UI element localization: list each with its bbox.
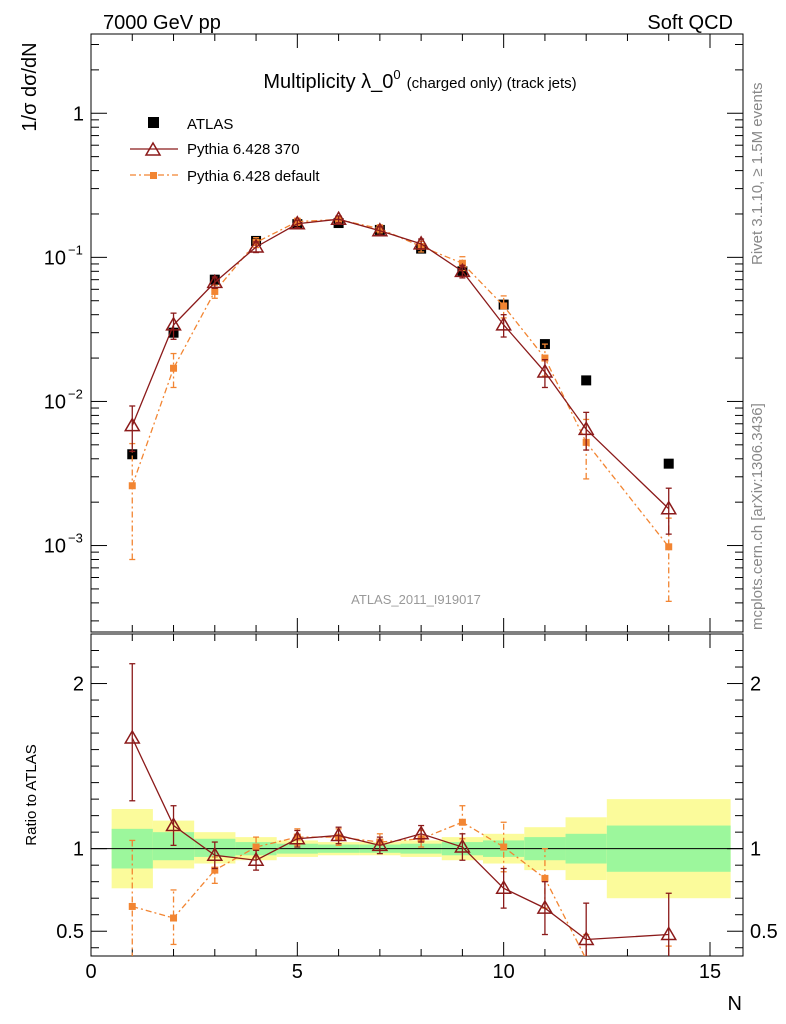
- y-bot-tick-label-left-2: 2: [73, 674, 84, 696]
- legend-p370-marker: [144, 141, 162, 156]
- y-top-tick-exp-2: −1: [68, 242, 83, 257]
- ratio-panel-data: [123, 663, 678, 974]
- p370-top-line: [131, 218, 670, 510]
- y-bot-tick-label-right-1: 1: [750, 839, 761, 861]
- plot-title-main: Multiplicity λ_0: [263, 71, 393, 93]
- x-axis-title: N: [728, 993, 742, 1015]
- p370-top-marker-10: [536, 363, 554, 378]
- y-top-tick-label-3: 1: [73, 103, 84, 125]
- p370-ratio-marker-3: [247, 851, 265, 866]
- y-top-tick-exp-1: −2: [68, 386, 83, 401]
- y-bot-tick-label-left-1: 1: [73, 839, 84, 861]
- y-bot-tick-label-left-0: 0.5: [56, 921, 84, 943]
- p370-ratio-marker-9: [495, 879, 512, 895]
- x-tick-label-0: 0: [85, 961, 96, 983]
- pdef-ratio-marker-9: [500, 843, 508, 851]
- x-tick-label-1: 5: [292, 961, 303, 983]
- p370-top-marker-7: [412, 235, 430, 250]
- pdef-top-marker-9: [500, 302, 508, 310]
- p370-top-marker-12: [660, 500, 678, 515]
- pdef-top-marker-10: [541, 354, 549, 362]
- atlas-point-0: [127, 449, 138, 460]
- legend-pdef-label: Pythia 6.428 default: [187, 168, 320, 185]
- y-axis-title-top: 1/σ dσ/dN: [19, 42, 41, 131]
- pdef-top-marker-12: [665, 543, 673, 551]
- p370-top-marker-11: [577, 420, 595, 436]
- legend-atlas-marker: [148, 117, 159, 128]
- p370-top-marker-1: [165, 316, 182, 331]
- p370-ratio-marker-7: [412, 825, 430, 840]
- plot-title-superscript: 0: [393, 67, 400, 82]
- p370-top-marker-9: [495, 316, 512, 331]
- p370-top-marker-6: [371, 222, 389, 237]
- p370-ratio-marker-12: [660, 926, 678, 941]
- pdef-top-marker-0: [128, 482, 136, 490]
- x-tick-label-2: 10: [493, 961, 515, 983]
- mcplots-label: mcplots.cern.ch [arXiv:1306.3436]: [749, 403, 766, 630]
- y-top-tick-label-1: 10: [44, 391, 66, 413]
- header-left-label: 7000 GeV pp: [103, 12, 221, 34]
- axis-ticks: [90, 34, 743, 956]
- p370-ratio-marker-4: [289, 830, 306, 845]
- p370-top-marker-3: [247, 238, 265, 253]
- p370-ratio-marker-0: [123, 729, 141, 744]
- p370-ratio-marker-8: [454, 838, 471, 853]
- p370-top-marker-0: [123, 417, 141, 432]
- p370-top-marker-8: [454, 262, 471, 278]
- p370-ratio-marker-6: [371, 836, 389, 852]
- pdef-ratio-marker-3: [252, 843, 260, 851]
- pdef-ratio-marker-8: [458, 818, 466, 826]
- y-axis-title-bottom: Ratio to ATLAS: [23, 744, 40, 845]
- header-right-label: Soft QCD: [647, 12, 733, 34]
- pdef-ratio-marker-2: [211, 866, 219, 874]
- y-top-tick-label-2: 10: [44, 247, 66, 269]
- plot-title-suffix: (charged only) (track jets): [407, 75, 577, 92]
- p370-ratio-marker-5: [330, 826, 347, 842]
- legend-p370-label: Pythia 6.428 370: [187, 141, 300, 158]
- bottom-panel-frame: [90, 633, 744, 957]
- y-top-tick-label-0: 10: [44, 536, 66, 558]
- p370-top-marker-4: [289, 215, 306, 230]
- pdef-top-marker-2: [211, 287, 219, 295]
- pdef-ratio-marker-11: [582, 955, 590, 956]
- rivet-version-label: Rivet 3.1.10, ≥ 1.5M events: [749, 83, 766, 266]
- p370-top-marker-2: [206, 273, 224, 289]
- p370-ratio-marker-10: [536, 899, 554, 914]
- y-bot-tick-label-right-2: 2: [750, 674, 761, 696]
- legend: ATLAS Pythia 6.428 370 Pythia 6.428 defa…: [130, 116, 320, 185]
- p370-ratio-marker-11: [577, 930, 595, 946]
- analysis-watermark: ATLAS_2011_I919017: [351, 592, 481, 607]
- plot-title: Multiplicity λ_00 (charged only) (track j…: [263, 67, 576, 93]
- pdef-ratio-marker-12: [665, 967, 672, 974]
- p370-ratio-marker-1: [165, 817, 182, 832]
- pdef-top-marker-1: [170, 364, 178, 372]
- pdef-ratio-marker-10: [541, 874, 549, 882]
- top-panel-data: [123, 210, 678, 602]
- atlas-point-11: [581, 375, 592, 386]
- p370-ratio-marker-2: [206, 846, 224, 862]
- y-top-tick-exp-0: −3: [68, 531, 83, 546]
- y-bot-tick-label-right-0: 0.5: [750, 921, 778, 943]
- pdef-ratio-marker-0: [128, 902, 136, 910]
- atlas-point-12: [663, 458, 674, 469]
- p370-top-marker-5: [330, 210, 347, 225]
- pdef-ratio-marker-1: [170, 914, 178, 922]
- legend-atlas-label: ATLAS: [187, 116, 233, 133]
- legend-pdef-marker: [150, 172, 157, 179]
- x-tick-label-3: 15: [699, 961, 721, 983]
